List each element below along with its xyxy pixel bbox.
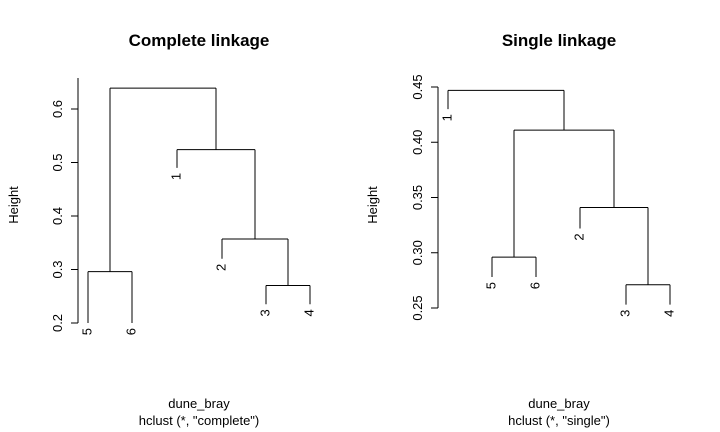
single-linkage-panel: Single linkage Height dune_bray hclust (…	[365, 31, 676, 428]
method-sublabel: hclust (*, "complete")	[139, 413, 260, 428]
x-axis-label: dune_bray	[528, 396, 590, 411]
leaf-label: 3	[617, 310, 632, 317]
y-axis-label: Height	[6, 186, 21, 224]
y-tick-label: 0.6	[50, 100, 65, 118]
leaf-label: 5	[483, 282, 498, 289]
leaf-labels: 1 5 6 2 3 4	[439, 114, 676, 317]
y-tick-label: 0.40	[410, 130, 425, 155]
x-axis-label: dune_bray	[168, 396, 230, 411]
leaf-label: 1	[168, 173, 183, 180]
leaf-label: 3	[257, 309, 272, 316]
chart-title: Complete linkage	[129, 31, 270, 50]
leaf-label: 6	[123, 328, 138, 335]
leaf-labels: 5 6 1 2 3 4	[79, 173, 316, 335]
complete-linkage-panel: Complete linkage Height dune_bray hclust…	[6, 31, 316, 428]
y-tick-label: 0.2	[50, 314, 65, 332]
y-axis: 0.25 0.30 0.35 0.40 0.45	[410, 74, 439, 321]
leaf-label: 2	[213, 264, 228, 271]
dendrogram-tree	[87, 87, 311, 323]
leaf-label: 4	[661, 310, 676, 317]
dendrogram-tree	[447, 89, 671, 305]
leaf-label: 1	[439, 114, 454, 121]
leaf-label: 5	[79, 328, 94, 335]
y-tick-label: 0.30	[410, 240, 425, 265]
y-tick-label: 0.25	[410, 295, 425, 320]
y-tick-label: 0.4	[50, 207, 65, 225]
y-tick-label: 0.45	[410, 74, 425, 99]
method-sublabel: hclust (*, "single")	[508, 413, 610, 428]
y-tick-label: 0.3	[50, 260, 65, 278]
leaf-label: 2	[571, 233, 586, 240]
leaf-label: 4	[301, 309, 316, 316]
y-axis: 0.2 0.3 0.4 0.5 0.6	[50, 78, 79, 332]
y-tick-label: 0.5	[50, 153, 65, 171]
leaf-label: 6	[527, 282, 542, 289]
y-tick-label: 0.35	[410, 185, 425, 210]
chart-title: Single linkage	[502, 31, 616, 50]
y-axis-label: Height	[365, 186, 380, 224]
